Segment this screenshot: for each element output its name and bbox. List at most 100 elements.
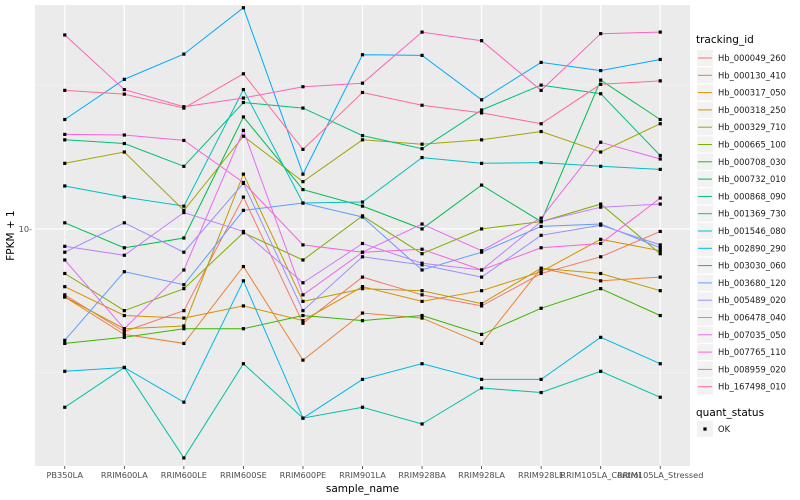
data-point bbox=[301, 172, 305, 176]
data-point bbox=[182, 268, 186, 272]
data-point bbox=[420, 227, 424, 231]
data-point bbox=[658, 289, 662, 293]
data-point bbox=[241, 304, 246, 308]
data-point bbox=[63, 33, 67, 37]
data-point bbox=[539, 129, 543, 134]
data-point bbox=[658, 249, 662, 253]
data-point bbox=[360, 138, 365, 142]
data-point bbox=[241, 128, 246, 132]
data-point bbox=[360, 285, 365, 289]
data-point bbox=[420, 316, 424, 320]
data-point bbox=[182, 164, 186, 168]
legend-label: Hb_000049_260 bbox=[718, 53, 786, 63]
legend-label: Hb_000665_100 bbox=[718, 140, 786, 150]
data-point bbox=[241, 172, 246, 176]
data-point bbox=[420, 155, 424, 160]
data-point bbox=[63, 285, 67, 289]
legend-label: Hb_002890_290 bbox=[718, 243, 786, 253]
data-point bbox=[539, 60, 543, 65]
data-point bbox=[241, 100, 246, 105]
data-point bbox=[182, 208, 186, 212]
legend-label: Hb_008959_020 bbox=[718, 364, 786, 374]
data-point bbox=[182, 52, 186, 56]
data-point bbox=[658, 57, 662, 62]
data-point bbox=[420, 362, 424, 366]
data-point bbox=[658, 167, 662, 172]
data-point bbox=[63, 221, 67, 225]
data-point bbox=[122, 150, 126, 154]
data-point bbox=[301, 180, 305, 184]
data-point bbox=[182, 456, 186, 460]
data-point bbox=[479, 289, 484, 293]
data-point bbox=[63, 338, 67, 342]
data-point bbox=[539, 216, 543, 220]
data-point bbox=[479, 161, 484, 165]
data-point bbox=[658, 153, 662, 158]
x-tick-label: RRIM600LA bbox=[101, 470, 148, 480]
data-point bbox=[63, 250, 67, 254]
data-point bbox=[479, 111, 484, 115]
data-point bbox=[420, 142, 424, 146]
data-point bbox=[122, 221, 126, 225]
axes: 10- PB350LA RRIM600LA RRIM600LE RRIM600SE RRI… bbox=[19, 224, 704, 480]
data-point bbox=[301, 416, 305, 420]
data-point bbox=[539, 266, 543, 270]
data-point bbox=[658, 229, 662, 234]
legend-label: Hb_003680_120 bbox=[718, 278, 786, 288]
data-point bbox=[301, 201, 305, 205]
legend-label: Hb_000732_010 bbox=[718, 174, 786, 184]
data-point bbox=[241, 327, 246, 331]
data-point bbox=[658, 196, 662, 200]
data-point bbox=[122, 133, 126, 137]
data-point bbox=[599, 92, 603, 96]
data-point bbox=[301, 281, 305, 285]
data-point bbox=[539, 224, 543, 229]
data-point bbox=[539, 271, 543, 276]
legend-label: Hb_000868_090 bbox=[718, 191, 786, 201]
data-point bbox=[241, 134, 246, 138]
legend-title: tracking_id bbox=[696, 34, 754, 46]
data-point bbox=[539, 161, 543, 165]
data-point bbox=[360, 377, 365, 381]
data-point bbox=[599, 237, 603, 241]
data-point bbox=[360, 287, 365, 291]
data-point bbox=[122, 270, 126, 274]
x-tick-label: RRIM105LA_Control bbox=[560, 470, 641, 480]
data-point bbox=[420, 53, 424, 57]
data-point bbox=[122, 77, 126, 81]
data-point bbox=[122, 335, 126, 339]
data-point bbox=[241, 180, 246, 185]
data-point bbox=[479, 227, 484, 231]
data-point bbox=[420, 263, 424, 267]
data-point bbox=[479, 39, 484, 43]
data-point bbox=[301, 299, 305, 303]
legend-label: Hb_006478_040 bbox=[718, 313, 786, 323]
data-point bbox=[479, 275, 484, 279]
data-point bbox=[539, 233, 543, 237]
data-point bbox=[122, 246, 126, 250]
legend-label: Hb_167498_010 bbox=[718, 382, 786, 392]
x-tick-label: PB350LA bbox=[46, 470, 83, 480]
data-points bbox=[63, 6, 662, 460]
data-point bbox=[122, 329, 126, 334]
data-point bbox=[420, 422, 424, 426]
data-point bbox=[301, 85, 305, 89]
data-point bbox=[658, 79, 662, 83]
data-point bbox=[420, 289, 424, 293]
data-point bbox=[599, 279, 603, 283]
data-point bbox=[599, 32, 603, 36]
data-point bbox=[360, 311, 365, 315]
data-point bbox=[241, 96, 246, 100]
data-point bbox=[360, 81, 365, 85]
data-point bbox=[539, 246, 543, 250]
data-point bbox=[599, 68, 603, 73]
data-point bbox=[63, 341, 67, 346]
data-point bbox=[658, 243, 662, 247]
data-point bbox=[420, 261, 424, 265]
data-point bbox=[122, 365, 126, 370]
data-point bbox=[63, 161, 67, 165]
data-point bbox=[241, 115, 246, 119]
data-point bbox=[241, 264, 246, 269]
data-point bbox=[301, 106, 305, 110]
